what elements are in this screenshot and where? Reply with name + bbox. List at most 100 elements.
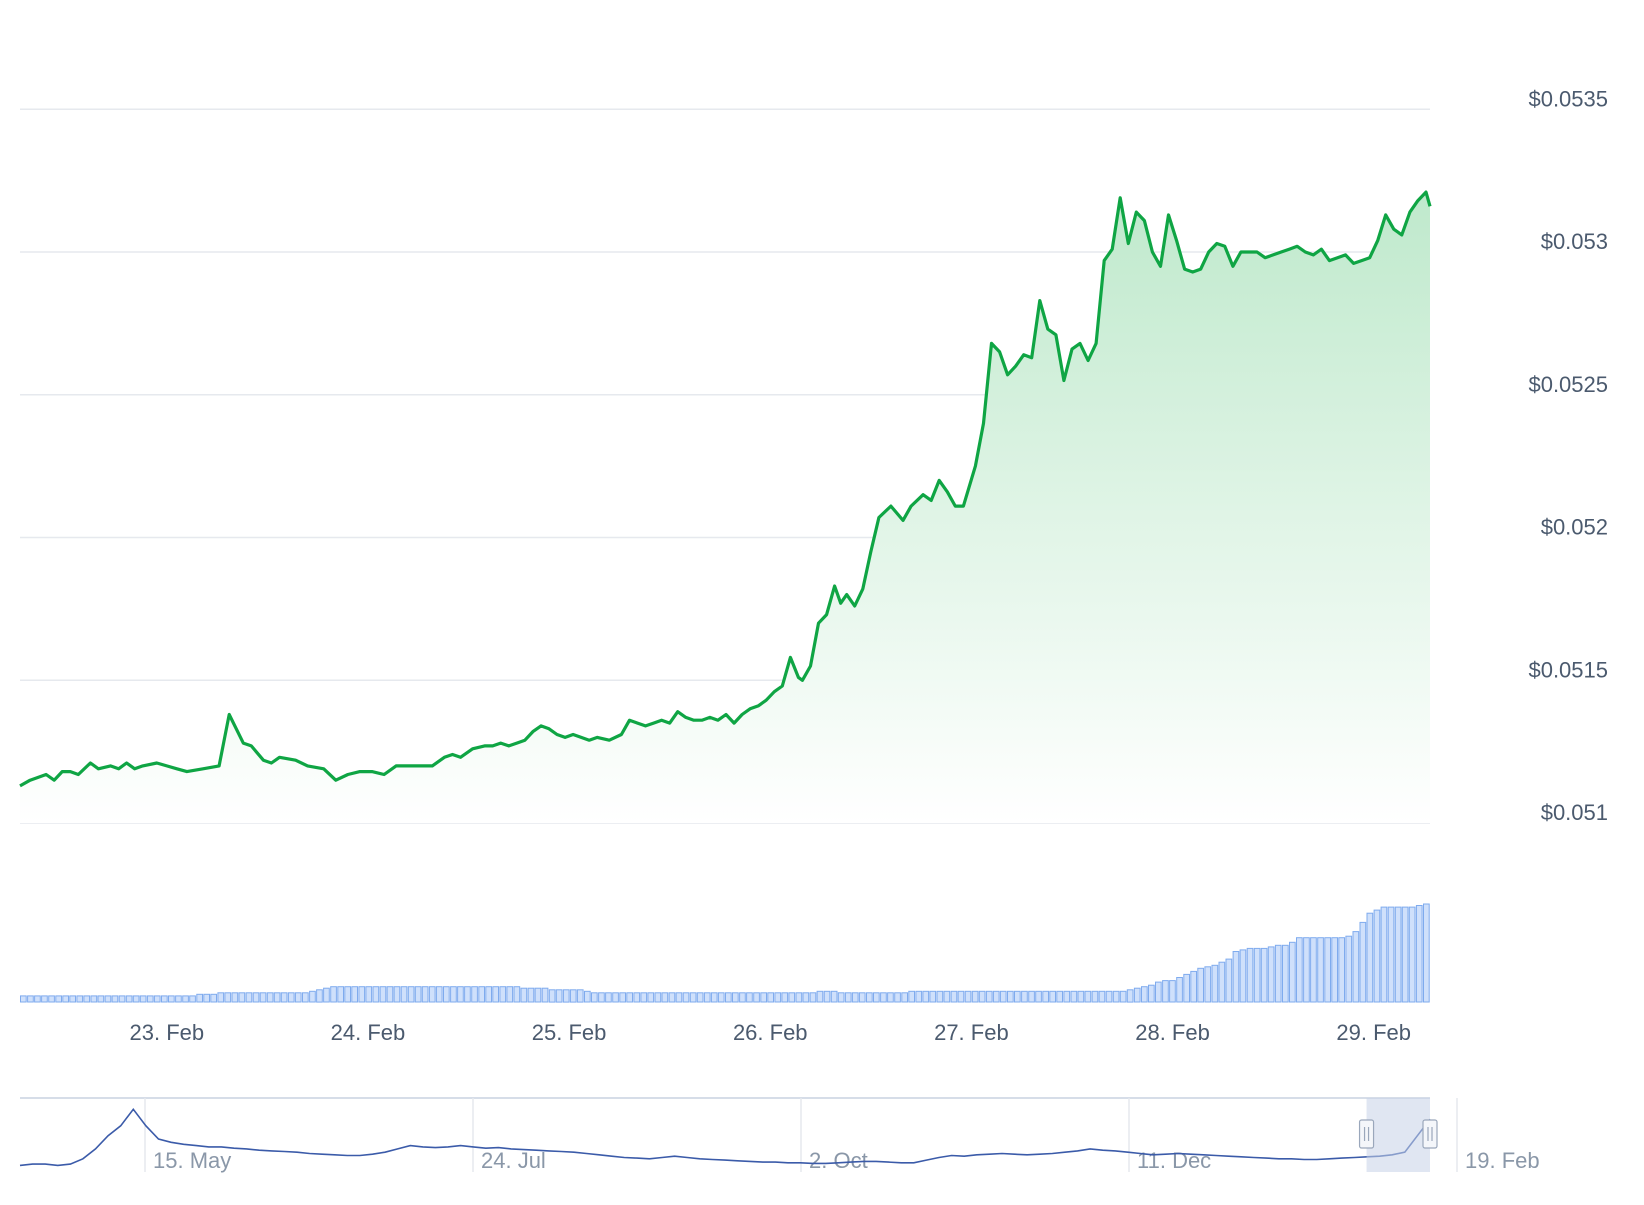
volume-bar (1359, 921, 1367, 1003)
volume-bar (576, 989, 584, 1003)
volume-bar (492, 986, 499, 1003)
volume-bar (132, 995, 140, 1003)
volume-bar (309, 990, 316, 1003)
volume-bar (774, 992, 782, 1003)
volume-bar (379, 986, 387, 1003)
navigator-tick-label: 2. Oct (809, 1148, 868, 1173)
volume-bar (1253, 947, 1261, 1003)
volume-bar (1014, 990, 1021, 1003)
volume-bar (428, 986, 436, 1003)
volume-bar (34, 995, 41, 1003)
volume-bar (873, 992, 880, 1003)
volume-bar (562, 989, 570, 1003)
x-tick-label: 26. Feb (733, 1020, 808, 1045)
volume-bar (1183, 973, 1191, 1003)
volume-bar (661, 992, 669, 1003)
volume-bar (1394, 906, 1402, 1003)
volume-bar (386, 986, 394, 1003)
volume-bar (1098, 990, 1106, 1003)
volume-bar (20, 995, 27, 1003)
volume-bar (668, 992, 676, 1003)
navigator-handle-right[interactable] (1422, 1119, 1438, 1149)
volume-bar (252, 992, 260, 1003)
volume-bar (1119, 990, 1127, 1003)
volume-bar (809, 992, 817, 1003)
volume-bar (640, 992, 648, 1003)
volume-bar (710, 992, 718, 1003)
volume-bar (1246, 947, 1254, 1003)
volume-bar (259, 992, 267, 1003)
volume-bar (569, 989, 577, 1003)
volume-bar (1317, 937, 1324, 1003)
volume-bar (999, 990, 1007, 1003)
volume-bar (365, 986, 373, 1003)
volume-bar (1133, 987, 1141, 1003)
volume-bar (555, 989, 563, 1003)
volume-bar (231, 992, 239, 1003)
volume-bar (97, 995, 105, 1003)
volume-bar (788, 992, 796, 1003)
volume-bar (1190, 970, 1198, 1003)
navigator-handle-left[interactable] (1358, 1119, 1375, 1149)
volume-bar (400, 986, 408, 1003)
volume-bar (189, 995, 196, 1003)
volume-bar (1232, 951, 1240, 1003)
volume-bar (104, 995, 112, 1003)
volume-bar (520, 987, 528, 1003)
volume-bar (1204, 966, 1212, 1003)
volume-bar (830, 990, 838, 1003)
volume-bar (675, 992, 683, 1003)
navigator[interactable]: 15. May 24. Jul 2. Oct 11. Dec 19. Feb (19, 1097, 1540, 1173)
navigator-selection[interactable] (1366, 1098, 1430, 1172)
volume-bar (287, 992, 295, 1003)
x-tick-label: 25. Feb (532, 1020, 607, 1045)
volume-bar (1345, 935, 1353, 1003)
volume-bar (746, 992, 753, 1003)
volume-bar (414, 986, 422, 1003)
navigator-line (19, 1107, 1431, 1167)
volume-bar (1239, 949, 1247, 1003)
volume-bar (985, 990, 993, 1003)
volume-bar (612, 992, 619, 1003)
volume-bar (146, 995, 154, 1003)
price-line (19, 190, 1432, 788)
volume-bar (781, 992, 789, 1003)
x-tick-label: 24. Feb (331, 1020, 406, 1045)
volume-bar (471, 986, 478, 1003)
volume-bar (1211, 964, 1219, 1003)
volume-bar (732, 992, 739, 1003)
volume-bar (1408, 906, 1416, 1003)
volume-bar (485, 986, 492, 1003)
volume-bar (1274, 944, 1282, 1003)
volume-bar (168, 995, 175, 1003)
volume-bar (344, 986, 351, 1003)
volume-bar (753, 992, 760, 1003)
volume-bar (294, 992, 302, 1003)
volume-bar (1169, 980, 1176, 1003)
volume-bar (548, 989, 556, 1003)
volume-bar (943, 990, 951, 1003)
volume-bar (302, 992, 309, 1003)
volume-bar (1303, 937, 1310, 1003)
volume-bar (337, 986, 344, 1003)
volume-bar (175, 995, 182, 1003)
volume-bar (125, 995, 133, 1003)
x-axis-labels: 23. Feb 24. Feb 25. Feb 26. Feb 27. Feb 28. F… (130, 1020, 1411, 1045)
volume-bar (936, 990, 944, 1003)
volume-bar (351, 986, 358, 1003)
volume-bar (1380, 906, 1388, 1003)
volume-bar (161, 995, 168, 1003)
volume-bar (1126, 989, 1134, 1003)
volume-bar (1035, 990, 1042, 1003)
volume-bar (1084, 990, 1092, 1003)
volume-bar (224, 992, 232, 1003)
volume-bar (1260, 947, 1268, 1003)
volume-bar (1324, 937, 1332, 1003)
y-tick-label: $0.0515 (1528, 657, 1608, 682)
volume-bar (1352, 931, 1360, 1003)
volume-bar (421, 986, 429, 1003)
volume-bar (1056, 990, 1064, 1003)
volume-bar (844, 992, 852, 1003)
volume-bar (647, 992, 655, 1003)
